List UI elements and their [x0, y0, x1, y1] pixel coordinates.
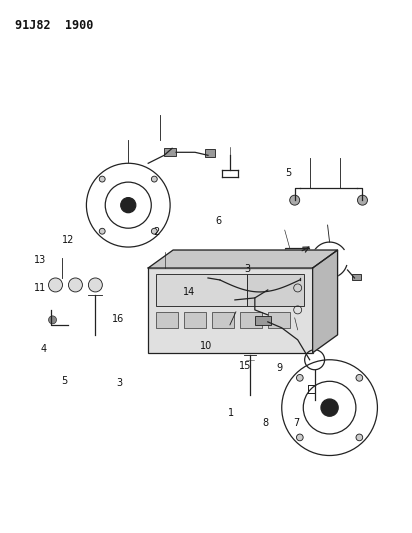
Text: 10: 10	[200, 341, 212, 351]
Text: 16: 16	[112, 313, 124, 324]
Polygon shape	[148, 250, 337, 268]
Bar	[285, 248, 309, 264]
Circle shape	[68, 278, 82, 292]
Bar	[255, 316, 271, 325]
Text: 91J82  1900: 91J82 1900	[15, 19, 93, 31]
Circle shape	[99, 176, 105, 182]
Bar	[300, 274, 311, 282]
Bar	[156, 274, 247, 306]
Polygon shape	[313, 250, 337, 353]
Bar	[164, 148, 176, 156]
Text: 15: 15	[239, 361, 251, 372]
Bar	[222, 295, 236, 304]
Text: 5: 5	[285, 168, 291, 179]
Circle shape	[151, 176, 157, 182]
Text: 1: 1	[227, 408, 234, 418]
Circle shape	[290, 195, 300, 205]
Circle shape	[151, 228, 157, 234]
Bar	[351, 274, 361, 280]
Bar	[212, 312, 234, 328]
Text: 9: 9	[277, 362, 283, 373]
Circle shape	[358, 195, 368, 205]
Text: 4: 4	[41, 344, 47, 354]
Text: 11: 11	[33, 283, 46, 293]
Circle shape	[321, 399, 338, 416]
Circle shape	[297, 434, 303, 441]
Bar	[148, 268, 313, 353]
Text: 3: 3	[244, 264, 250, 274]
Text: 8: 8	[262, 418, 269, 429]
Bar	[156, 312, 178, 328]
Text: 5: 5	[61, 376, 68, 386]
Bar	[247, 274, 304, 306]
Text: 6: 6	[215, 216, 221, 227]
Circle shape	[49, 278, 63, 292]
Text: 12: 12	[62, 235, 75, 245]
Text: 3: 3	[117, 378, 123, 389]
Text: 13: 13	[33, 255, 46, 265]
Circle shape	[356, 434, 363, 441]
Bar	[184, 312, 206, 328]
Circle shape	[49, 316, 56, 324]
Text: 7: 7	[293, 418, 300, 429]
Circle shape	[99, 228, 105, 234]
Circle shape	[297, 375, 303, 381]
Bar	[205, 149, 215, 157]
Text: 14: 14	[183, 287, 196, 297]
Circle shape	[356, 375, 363, 381]
Bar	[196, 274, 208, 282]
Circle shape	[121, 198, 136, 213]
Text: 2: 2	[154, 227, 160, 237]
Bar	[240, 312, 262, 328]
Circle shape	[89, 278, 102, 292]
Bar	[268, 312, 290, 328]
